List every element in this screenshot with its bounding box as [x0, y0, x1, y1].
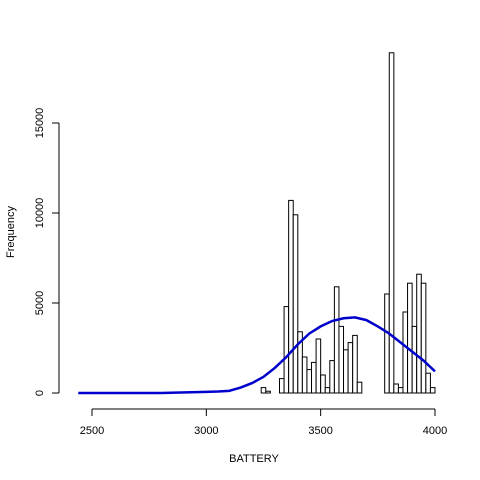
x-tick-label: 3500 [308, 425, 332, 437]
histogram-bar [343, 349, 349, 394]
normal-density-curve [78, 316, 436, 395]
histogram-bar [329, 360, 335, 394]
y-tick-label: 10000 [34, 198, 46, 229]
histogram-bar [324, 387, 331, 394]
x-tick-label: 4000 [423, 425, 447, 437]
y-axis-label: Frequency [5, 206, 17, 258]
y-tick-label: 0 [34, 390, 46, 396]
histogram-bar [320, 374, 326, 394]
histogram-bar [384, 293, 390, 394]
histogram-bar [260, 387, 267, 394]
histogram-bar [402, 311, 409, 394]
histogram-bar [425, 372, 431, 394]
histogram-bar [338, 325, 345, 394]
histogram-bar [311, 361, 317, 394]
x-tick-label: 2500 [80, 425, 104, 437]
histogram-bar [347, 342, 354, 394]
histogram-bar [301, 356, 308, 394]
histogram-bar [333, 286, 340, 394]
histogram-bar [306, 369, 313, 394]
histogram-bar [283, 306, 290, 394]
histogram-bar [265, 390, 271, 394]
histogram-bar [407, 282, 413, 394]
histogram-bar [420, 282, 427, 394]
histogram-bar [429, 387, 436, 394]
histogram-bars [260, 52, 436, 394]
histogram-bar [352, 334, 358, 394]
histogram-bar [356, 381, 363, 394]
x-axis: 2500 3000 3500 4000 [80, 408, 447, 437]
histogram-bar [315, 338, 322, 394]
histogram-bar [411, 325, 418, 394]
histogram-bar [393, 383, 399, 394]
histogram-bar [388, 52, 395, 394]
histogram-bar [397, 387, 404, 394]
x-axis-label: BATTERY [229, 453, 279, 465]
histogram-bar [279, 378, 285, 394]
y-tick-label: 5000 [34, 291, 46, 315]
histogram-bar [288, 199, 294, 394]
x-tick-label: 3000 [194, 425, 218, 437]
y-tick-label: 15000 [34, 108, 46, 139]
histogram-bar [416, 273, 422, 394]
histogram-bar [292, 214, 299, 394]
y-axis: 0 5000 10000 15000 [34, 108, 60, 396]
